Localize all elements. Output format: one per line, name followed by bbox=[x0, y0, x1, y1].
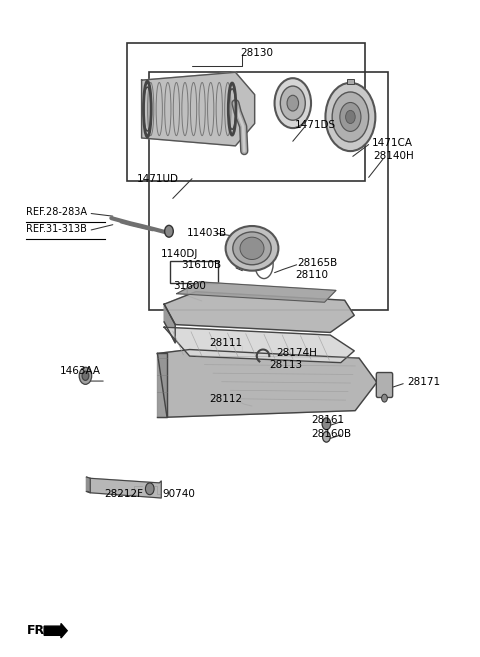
Text: 1471DS: 1471DS bbox=[295, 120, 336, 130]
Circle shape bbox=[332, 92, 369, 142]
Bar bbox=[149, 72, 388, 310]
Polygon shape bbox=[177, 282, 336, 302]
Circle shape bbox=[323, 432, 330, 442]
Text: 1140DJ: 1140DJ bbox=[161, 249, 198, 260]
Text: 1463AA: 1463AA bbox=[60, 366, 101, 376]
Circle shape bbox=[382, 394, 387, 402]
Ellipse shape bbox=[240, 237, 264, 260]
Bar bbox=[170, 261, 218, 283]
Text: 28112: 28112 bbox=[209, 394, 242, 404]
Text: 1471UD: 1471UD bbox=[137, 173, 179, 184]
Text: 28171: 28171 bbox=[407, 377, 440, 388]
Text: 28113: 28113 bbox=[269, 359, 302, 370]
Circle shape bbox=[145, 483, 154, 495]
Bar bbox=[347, 79, 354, 84]
Polygon shape bbox=[157, 350, 377, 417]
Text: 11403B: 11403B bbox=[187, 228, 228, 238]
Text: 28140H: 28140H bbox=[373, 151, 414, 162]
Text: 28174H: 28174H bbox=[276, 348, 317, 359]
Text: 28161: 28161 bbox=[311, 415, 344, 426]
Polygon shape bbox=[86, 477, 90, 493]
Polygon shape bbox=[142, 72, 254, 146]
Polygon shape bbox=[88, 478, 161, 498]
Ellipse shape bbox=[233, 232, 271, 265]
Text: 31610B: 31610B bbox=[181, 260, 222, 270]
Circle shape bbox=[165, 225, 173, 237]
FancyBboxPatch shape bbox=[376, 373, 393, 397]
FancyArrow shape bbox=[44, 623, 67, 638]
Polygon shape bbox=[157, 353, 167, 417]
Polygon shape bbox=[164, 292, 354, 332]
Circle shape bbox=[280, 86, 305, 120]
Polygon shape bbox=[164, 304, 175, 343]
Text: 31600: 31600 bbox=[173, 281, 205, 291]
Circle shape bbox=[287, 95, 299, 111]
Circle shape bbox=[275, 78, 311, 128]
Text: 28212F: 28212F bbox=[105, 489, 144, 499]
Text: 28111: 28111 bbox=[209, 338, 242, 348]
Bar bbox=[127, 43, 365, 181]
Text: 1471CA: 1471CA bbox=[372, 137, 413, 148]
Circle shape bbox=[82, 371, 89, 380]
Circle shape bbox=[322, 418, 331, 430]
Circle shape bbox=[346, 110, 355, 124]
Text: 28165B: 28165B bbox=[298, 258, 338, 268]
Circle shape bbox=[325, 83, 375, 151]
Text: 28160B: 28160B bbox=[311, 428, 351, 439]
Circle shape bbox=[340, 102, 361, 131]
Circle shape bbox=[79, 367, 92, 384]
Polygon shape bbox=[164, 327, 354, 363]
Text: REF.28-283A: REF.28-283A bbox=[26, 206, 87, 217]
Text: FR.: FR. bbox=[26, 624, 49, 637]
Ellipse shape bbox=[226, 226, 278, 271]
Text: 90740: 90740 bbox=[162, 489, 195, 499]
Text: REF.31-313B: REF.31-313B bbox=[26, 223, 87, 234]
Text: 28130: 28130 bbox=[240, 47, 273, 58]
Text: 28110: 28110 bbox=[295, 269, 328, 280]
